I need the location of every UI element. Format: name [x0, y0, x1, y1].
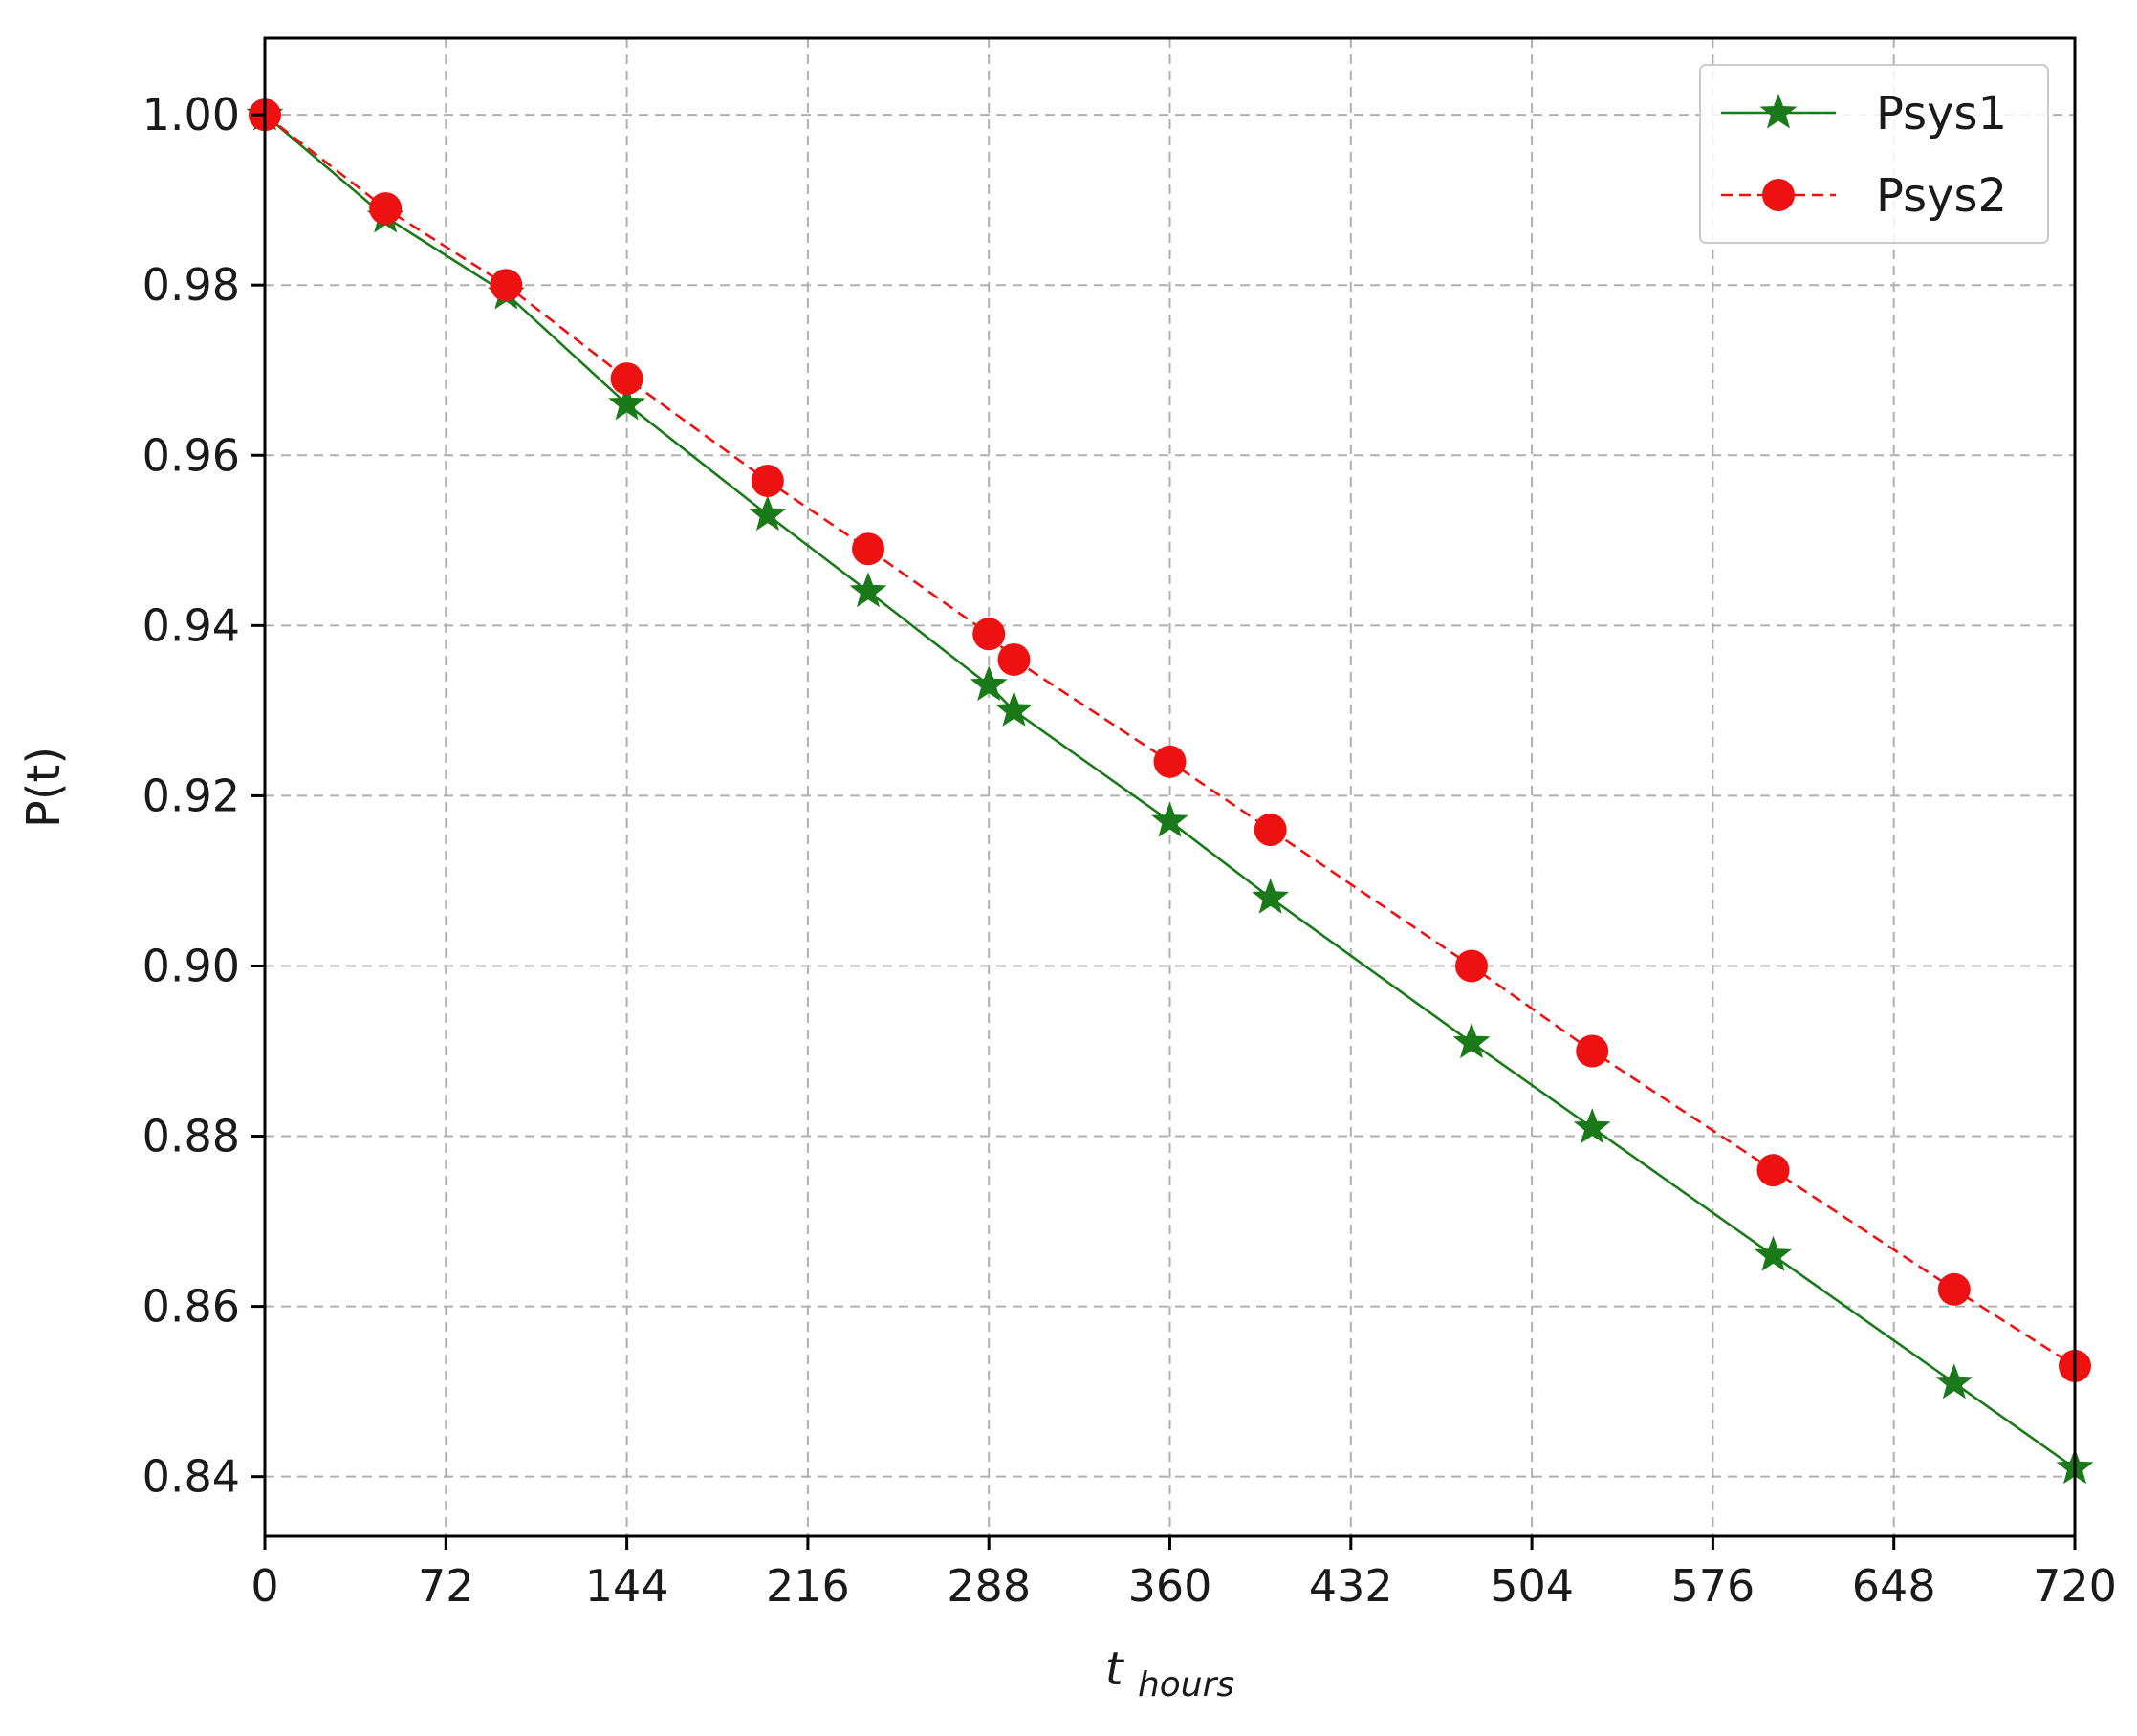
y-tick-label: 0.90 [142, 940, 240, 991]
data-point-psys1 [849, 572, 887, 608]
data-point-psys1 [1151, 801, 1188, 837]
data-point-psys2 [1576, 1034, 1609, 1068]
data-point-psys1 [970, 665, 1008, 702]
data-point-psys2 [1756, 1154, 1790, 1187]
data-point-psys2 [369, 192, 403, 226]
data-point-psys1 [1755, 1235, 1792, 1271]
data-point-psys2 [972, 618, 1006, 651]
y-tick-label: 0.98 [142, 259, 240, 311]
x-tick-label: 432 [1309, 1560, 1393, 1612]
data-point-psys2 [997, 642, 1031, 676]
legend-item-psys2: Psys2 [1721, 169, 2007, 223]
y-tick-label: 0.94 [142, 599, 240, 651]
data-point-psys2 [490, 269, 523, 302]
x-tick-label: 360 [1128, 1560, 1212, 1612]
y-tick-label: 1.00 [142, 89, 240, 141]
x-tick-label: 144 [585, 1560, 669, 1612]
x-axis-label-main: t [1105, 1642, 1125, 1696]
x-tick-label: 576 [1670, 1560, 1755, 1612]
x-axis-label-subscript: hours [1138, 1665, 1234, 1704]
x-tick-label: 504 [1490, 1560, 1574, 1612]
data-point-psys1 [1252, 878, 1290, 914]
legend-marker-psys2 [1762, 179, 1795, 211]
data-point-psys1 [1573, 1108, 1611, 1144]
data-point-psys2 [852, 532, 884, 566]
x-tick-label: 72 [418, 1560, 474, 1612]
data-point-psys2 [1937, 1272, 1971, 1306]
y-tick-label: 0.92 [142, 770, 240, 821]
plot-series [246, 95, 2094, 1485]
data-point-psys1 [1935, 1363, 1973, 1400]
data-point-psys1 [1452, 1023, 1491, 1059]
legend-marker-psys1 [1759, 93, 1798, 129]
y-tick-label: 0.96 [142, 429, 240, 481]
data-point-psys2 [751, 464, 784, 497]
data-point-psys1 [995, 690, 1033, 727]
grid [264, 38, 2076, 1536]
data-point-psys2 [1153, 745, 1187, 778]
y-tick-label: 0.86 [142, 1281, 240, 1333]
x-axis-label: t hours [1105, 1642, 1234, 1704]
axis-ticks: 0 72 144 216 288 360 432 504 576 648 720 0.84 0.86 0.… [142, 89, 2117, 1612]
x-tick-label: 216 [766, 1560, 850, 1612]
x-tick-label: 288 [947, 1560, 1031, 1612]
x-tick-label: 720 [2033, 1560, 2117, 1612]
x-tick-label: 648 [1852, 1560, 1936, 1612]
data-point-psys1 [749, 495, 787, 532]
x-tick-label: 0 [251, 1560, 278, 1612]
y-axis-label: P(t) [17, 747, 71, 828]
legend-label-psys2: Psys2 [1876, 169, 2007, 223]
data-point-psys2 [1455, 949, 1488, 983]
legend-item-psys1: Psys1 [1721, 87, 2007, 141]
data-point-psys1 [608, 384, 646, 421]
legend-label-psys1: Psys1 [1876, 87, 2007, 141]
legend-items: Psys1 Psys2 [1721, 87, 2007, 223]
legend: Psys1 Psys2 [1699, 64, 2049, 244]
data-point-psys2 [610, 362, 643, 396]
series-psys2 [249, 98, 2091, 1382]
y-tick-label: 0.84 [142, 1451, 240, 1503]
y-tick-label: 0.88 [142, 1111, 240, 1162]
data-point-psys2 [1254, 814, 1287, 847]
